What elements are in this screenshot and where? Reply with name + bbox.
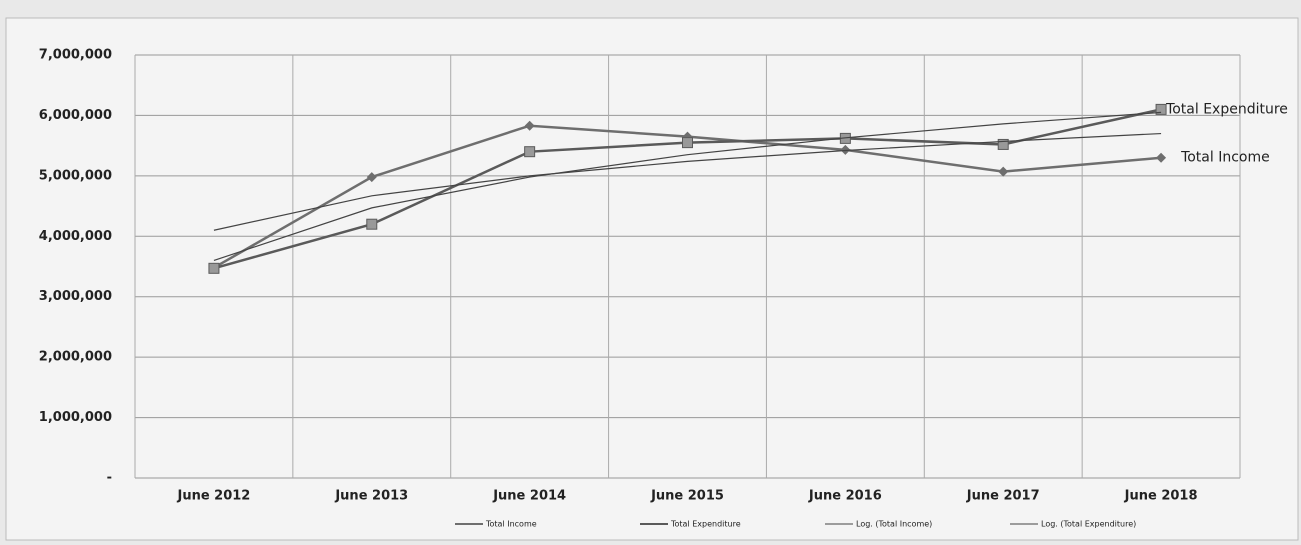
y-tick-label: - bbox=[107, 471, 112, 486]
point bbox=[998, 166, 1009, 177]
point bbox=[682, 137, 693, 149]
y-tick-label: 3,000,000 bbox=[39, 289, 112, 304]
point bbox=[1155, 103, 1167, 115]
point bbox=[997, 138, 1009, 150]
annotation: Total Expenditure bbox=[1165, 101, 1288, 117]
x-tick-label: June 2017 bbox=[966, 489, 1040, 504]
y-tick-label: 4,000,000 bbox=[39, 229, 112, 244]
x-tick-label: June 2013 bbox=[334, 489, 408, 504]
y-tick-label: 1,000,000 bbox=[39, 410, 112, 425]
x-tick-label: June 2016 bbox=[808, 489, 882, 504]
point bbox=[366, 218, 378, 230]
point bbox=[1156, 152, 1167, 163]
x-tick-label: June 2015 bbox=[650, 489, 724, 504]
trend-line bbox=[213, 111, 1162, 262]
legend-label: Total Income bbox=[485, 520, 537, 529]
point bbox=[366, 172, 377, 183]
x-tick-label: June 2012 bbox=[176, 489, 250, 504]
y-tick-label: 5,000,000 bbox=[39, 168, 112, 183]
y-tick-label: 7,000,000 bbox=[39, 48, 112, 63]
legend-label: Total Expenditure bbox=[670, 520, 741, 529]
annotation: Total Income bbox=[1180, 150, 1270, 166]
y-tick-label: 2,000,000 bbox=[39, 350, 112, 365]
trend-line bbox=[213, 132, 1162, 231]
point bbox=[524, 146, 536, 158]
point bbox=[840, 144, 851, 155]
point bbox=[524, 120, 535, 131]
legend-label: Log. (Total Expenditure) bbox=[1041, 520, 1136, 529]
x-tick-label: June 2018 bbox=[1124, 489, 1198, 504]
y-tick-label: 6,000,000 bbox=[39, 108, 112, 123]
chart-area bbox=[5, 17, 1299, 541]
x-tick-label: June 2014 bbox=[492, 489, 566, 504]
point bbox=[208, 262, 220, 274]
legend-label: Log. (Total Income) bbox=[856, 520, 932, 529]
